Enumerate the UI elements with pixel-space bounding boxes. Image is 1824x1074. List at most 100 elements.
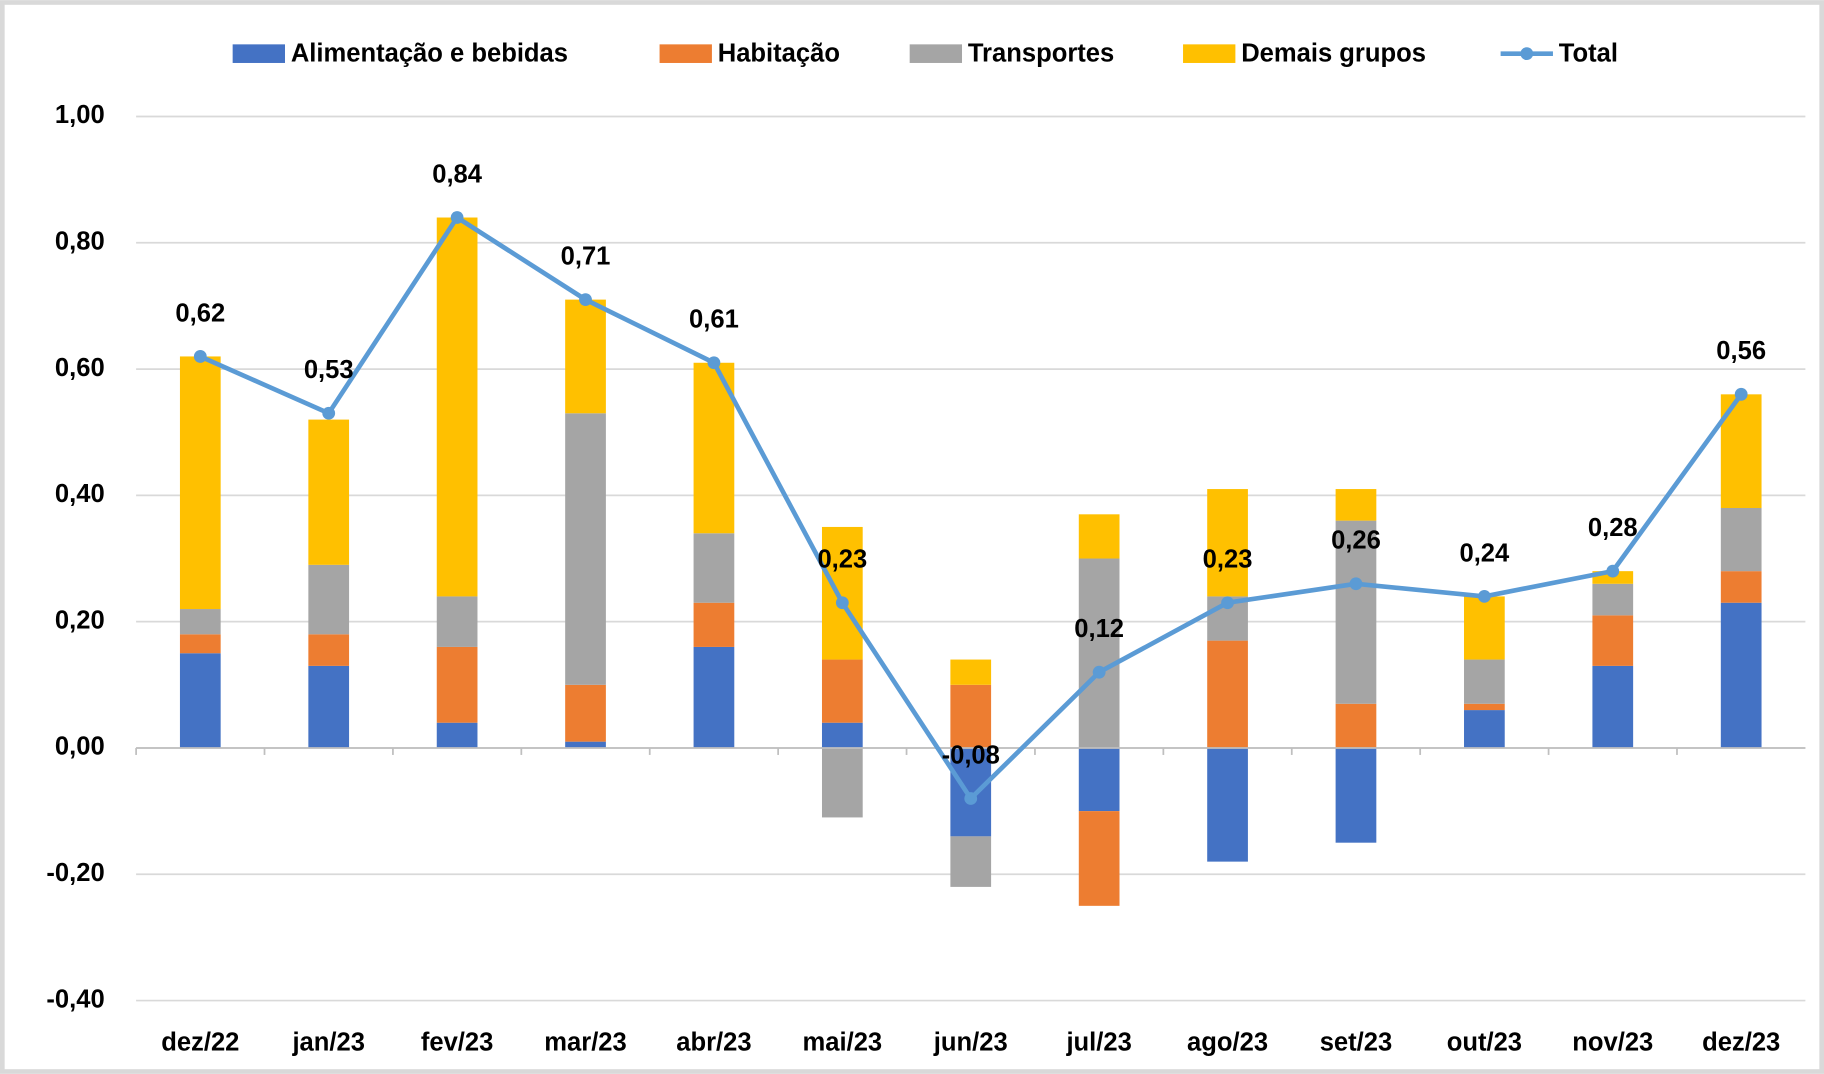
x-tick-label: mar/23 [544,1028,626,1056]
bar-segment [1464,703,1505,711]
y-tick-label: -0,20 [46,859,104,887]
legend-label: Alimentação e bebidas [291,40,568,68]
bar-segment [436,596,478,647]
x-tick-label: out/23 [1447,1028,1522,1056]
x-tick-label: ago/23 [1187,1028,1268,1056]
bar-segment [436,217,478,597]
data-label: 0,23 [817,546,867,574]
total-marker [1606,564,1620,578]
bar-segment [950,836,992,887]
legend-label: Habitação [718,40,840,68]
x-tick-label: dez/23 [1702,1028,1780,1056]
total-marker [1092,665,1106,679]
x-tick-label: mai/23 [803,1028,883,1056]
data-label: 0,62 [175,299,225,327]
y-tick-label: 0,40 [55,480,105,508]
total-marker [579,293,592,307]
x-tick-label: nov/23 [1572,1028,1653,1056]
data-label: 0,53 [304,356,354,384]
bar-segment [821,526,863,660]
data-label: 0,56 [1716,337,1766,365]
total-marker [1477,590,1491,603]
data-label: 0,28 [1588,514,1638,542]
total-marker [450,211,464,224]
bar-segment [436,722,478,748]
bar-segment [1592,615,1634,666]
bar-segment [1592,665,1634,748]
bar-segment [308,634,350,666]
bar-segment [693,533,735,603]
legend-swatch [232,44,285,63]
total-marker [964,792,978,805]
bar-segment [1335,520,1377,704]
data-label: -0,08 [942,741,1000,769]
data-label: 0,12 [1074,615,1124,643]
x-tick-label: set/23 [1320,1028,1393,1056]
total-marker [707,356,721,370]
bar-segment [1720,571,1762,603]
bar-segment [179,356,221,610]
x-tick-label: fev/23 [421,1028,494,1056]
x-tick-label: jul/23 [1065,1028,1131,1056]
bar-segment [1078,811,1120,906]
bar-segment [1207,489,1248,597]
bar-segment [1720,602,1762,748]
total-marker [835,596,849,610]
y-tick-label: 0,20 [55,606,105,634]
bar-segment [1078,747,1120,812]
data-label: 0,61 [689,306,739,334]
bar-segment [1078,514,1120,559]
total-marker [1734,387,1748,401]
bar-segment [821,659,863,723]
bar-segment [179,609,221,635]
bar-segment [565,413,606,685]
bar-segment [1464,596,1505,660]
total-marker [322,406,336,420]
bar-segment [179,634,221,654]
y-tick-label: -0,40 [46,985,104,1013]
bar-segment [308,564,350,635]
legend-marker [1520,47,1534,61]
bar-segment [436,646,478,723]
x-tick-label: jun/23 [933,1028,1008,1056]
bar-segment [1335,747,1377,843]
data-label: 0,71 [561,242,611,270]
total-marker [193,350,207,363]
y-tick-label: 0,60 [55,354,105,382]
bar-segment [1335,489,1377,521]
y-tick-label: 0,00 [55,733,105,761]
legend-label: Transportes [968,40,1114,68]
legend-swatch [1183,44,1236,63]
bar-segment [821,722,863,748]
bar-segment [565,684,606,742]
x-tick-label: abr/23 [676,1028,751,1056]
bar-segment [1335,703,1377,748]
bar-segment [179,653,221,748]
legend-label: Total [1559,40,1618,68]
bar-segment [821,747,863,818]
x-tick-label: jan/23 [291,1028,365,1056]
bar-segment [950,659,992,685]
bar-segment [1078,558,1120,748]
data-label: 0,23 [1203,546,1253,574]
y-tick-label: 1,00 [55,101,105,129]
data-label: 0,24 [1459,539,1510,567]
bar-segment [1464,659,1505,704]
bar-segment [950,684,992,748]
data-label: 0,84 [432,160,483,188]
bar-segment [308,419,350,565]
bar-segment [1207,640,1248,748]
legend-swatch [659,44,712,63]
bar-segment [565,741,606,748]
y-tick-label: 0,80 [55,228,105,256]
bar-segment [1592,583,1634,616]
bar-segment [308,665,350,748]
bar-segment [1720,508,1762,572]
data-label: 0,26 [1331,527,1381,555]
bar-segment [693,646,735,748]
legend-swatch [909,44,963,63]
bar-segment [565,299,606,414]
bar-segment [1464,710,1505,748]
x-tick-label: dez/22 [161,1028,239,1056]
total-marker [1221,596,1234,610]
